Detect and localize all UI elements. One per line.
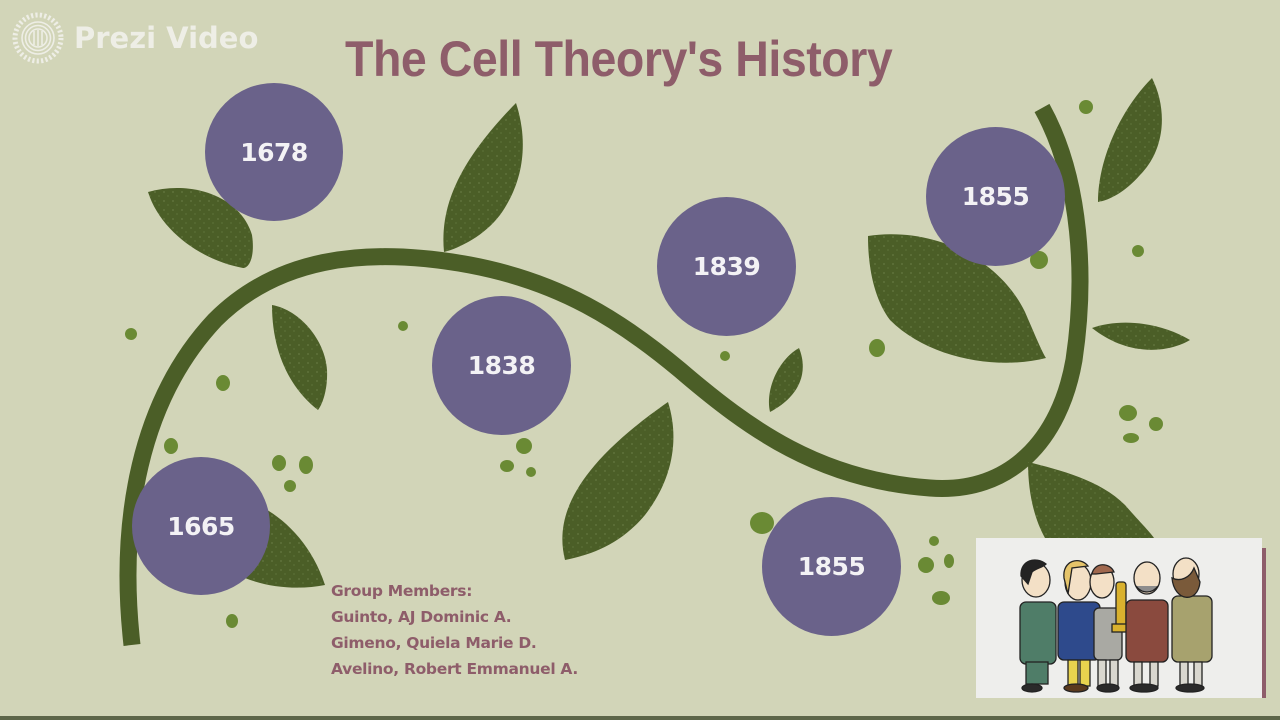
scientists-illustration (976, 538, 1262, 698)
timeline-bubble-1855-top[interactable]: 1855 (926, 127, 1065, 266)
timeline-bubble-1839[interactable]: 1839 (657, 197, 796, 336)
group-member: Guinto, AJ Dominic A. (331, 608, 512, 626)
group-member: Avelino, Robert Emmanuel A. (331, 660, 579, 678)
brand-name: Prezi Video (74, 21, 259, 55)
timeline-bubble-1665[interactable]: 1665 (132, 457, 270, 595)
timeline-bubble-1838[interactable]: 1838 (432, 296, 571, 435)
slide-title: The Cell Theory's History (345, 31, 893, 87)
prezi-video-logo: Prezi Video (10, 12, 258, 64)
prezi-logo-icon (12, 12, 64, 64)
timeline-bubble-1855-bottom[interactable]: 1855 (762, 497, 901, 636)
timeline-bubble-1678[interactable]: 1678 (205, 83, 343, 221)
video-bottom-bar (0, 716, 1280, 720)
scientists-with-microscope-illustration (1019, 557, 1213, 693)
group-members-heading: Group Members: (331, 582, 473, 600)
group-member: Gimeno, Quiela Marie D. (331, 634, 537, 652)
group-members: Group Members: Guinto, AJ Dominic A. Gim… (331, 578, 578, 682)
